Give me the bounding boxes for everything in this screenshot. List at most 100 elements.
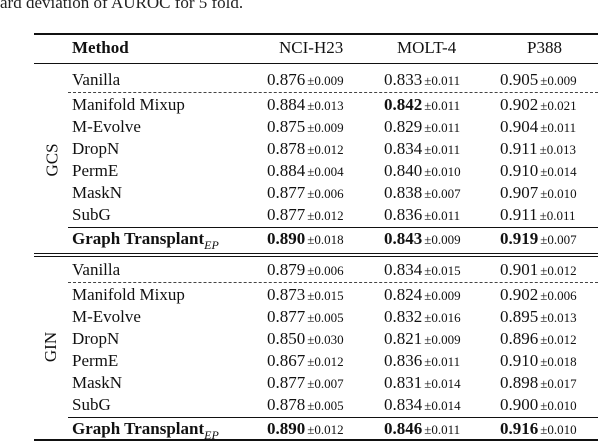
auroc-value: 0.877 (267, 183, 306, 202)
std-value: ±0.006 (307, 263, 344, 278)
auroc-value: 0.843 (384, 229, 423, 248)
table-row: DropN 0.878 ±0.012 0.834 ±0.011 0.911 ±0.01… (34, 138, 598, 159)
table-row: M-Evolve 0.877 ±0.005 0.832 ±0.016 0.895 ±0… (34, 306, 598, 327)
auroc-value: 0.846 (384, 419, 423, 438)
table-cell: 0.829 ±0.011 (384, 116, 460, 138)
table-cell: 0.898 ±0.017 (500, 372, 577, 394)
std-value: ±0.012 (540, 263, 577, 278)
auroc-value: 0.833 (384, 70, 423, 89)
std-value: ±0.009 (307, 120, 344, 135)
header-nci-h23: NCI-H23 (279, 38, 344, 57)
auroc-value: 0.821 (384, 329, 423, 348)
table-row: MaskN 0.877 ±0.007 0.831 ±0.014 0.898 ±0.01… (34, 372, 598, 393)
table-cell: 0.890 ±0.012 (267, 418, 344, 440)
std-value: ±0.012 (540, 332, 577, 347)
method-subscript: EP (204, 238, 219, 252)
table-cell: 0.834 ±0.011 (384, 138, 460, 160)
auroc-value: 0.884 (267, 95, 306, 114)
table-cell: 0.895 ±0.013 (500, 306, 577, 328)
method-name: PermE (72, 351, 119, 370)
std-value: ±0.014 (424, 376, 461, 391)
std-value: ±0.013 (307, 98, 344, 113)
method-name: SubG (72, 395, 111, 414)
table-cell: 0.902 ±0.006 (500, 284, 577, 306)
std-value: ±0.007 (540, 232, 577, 247)
auroc-value: 0.911 (500, 205, 538, 224)
auroc-value: 0.836 (384, 351, 423, 370)
auroc-value: 0.919 (500, 229, 539, 248)
table-cell: 0.884 ±0.004 (267, 160, 344, 182)
std-value: ±0.011 (424, 354, 461, 369)
std-value: ±0.021 (540, 98, 577, 113)
auroc-value: 0.901 (500, 260, 539, 279)
std-value: ±0.011 (424, 208, 461, 223)
std-value: ±0.009 (307, 73, 344, 88)
table-cell: 0.834 ±0.015 (384, 259, 461, 281)
table-cell: 0.900 ±0.010 (500, 394, 577, 416)
auroc-value: 0.877 (267, 373, 306, 392)
table-cell: 0.877 ±0.012 (267, 204, 344, 226)
std-value: ±0.012 (307, 354, 344, 369)
table-cell: Graph TransplantEP (72, 228, 219, 252)
std-value: ±0.011 (424, 422, 461, 437)
table-cell: 0.833 ±0.011 (384, 69, 460, 91)
auroc-value: 0.890 (267, 419, 306, 438)
auroc-value: 0.910 (500, 161, 539, 180)
table-row: MaskN 0.877 ±0.006 0.838 ±0.007 0.907 ±0.01… (34, 182, 598, 203)
auroc-value: 0.905 (500, 70, 539, 89)
table-cell: 0.836 ±0.011 (384, 204, 460, 226)
auroc-value: 0.878 (267, 395, 306, 414)
std-value: ±0.011 (424, 73, 461, 88)
auroc-value: 0.902 (500, 95, 539, 114)
method-name: Manifold Mixup (72, 95, 185, 114)
table-cell: 0.831 ±0.014 (384, 372, 461, 394)
table-row: PermE 0.884 ±0.004 0.840 ±0.010 0.910 ±0.01… (34, 160, 598, 181)
std-value: ±0.014 (540, 164, 577, 179)
method-subscript: EP (204, 428, 219, 442)
header-row: Method NCI-H23 MOLT-4 P388 (34, 37, 598, 58)
table-row-ours: Graph TransplantEP 0.890 ±0.012 0.846 ±0.0… (34, 418, 598, 442)
std-value: ±0.013 (539, 142, 577, 157)
method-name: Graph Transplant (72, 419, 205, 438)
std-value: ±0.018 (540, 354, 577, 369)
table-cell: 0.846 ±0.011 (384, 418, 460, 440)
table-cell: 0.916 ±0.010 (500, 418, 577, 440)
std-value: ±0.010 (540, 186, 577, 201)
std-value: ±0.005 (307, 398, 344, 413)
method-name: M-Evolve (72, 117, 141, 136)
table-row: Vanilla 0.876 ±0.009 0.833 ±0.011 0.905 ±0.… (34, 69, 598, 90)
results-table: Method NCI-H23 MOLT-4 P388 GCS Vanilla 0… (34, 33, 598, 442)
table-row: PermE 0.867 ±0.012 0.836 ±0.011 0.910 ±0.01… (34, 350, 598, 371)
table-cell: 0.832 ±0.016 (384, 306, 461, 328)
auroc-value: 0.840 (384, 161, 423, 180)
table-cell: 0.850 ±0.030 (267, 328, 344, 350)
table-cell: 0.884 ±0.013 (267, 94, 344, 116)
std-value: ±0.009 (540, 73, 577, 88)
table-cell: 0.911 ±0.011 (500, 204, 576, 226)
method-name: PermE (72, 161, 119, 180)
table-cell: 0.890 ±0.018 (267, 228, 344, 250)
table-cell: 0.876 ±0.009 (267, 69, 344, 91)
std-value: ±0.011 (540, 120, 577, 135)
auroc-value: 0.879 (267, 260, 306, 279)
auroc-value: 0.904 (500, 117, 539, 136)
table-cell: 0.910 ±0.018 (500, 350, 577, 372)
auroc-value: 0.896 (500, 329, 539, 348)
method-name: Manifold Mixup (72, 285, 185, 304)
table-cell: 0.873 ±0.015 (267, 284, 344, 306)
auroc-value: 0.876 (267, 70, 306, 89)
std-value: ±0.005 (307, 310, 344, 325)
auroc-value: 0.834 (384, 260, 423, 279)
table-cell: 0.905 ±0.009 (500, 69, 577, 91)
method-name: SubG (72, 205, 111, 224)
auroc-value: 0.832 (384, 307, 423, 326)
auroc-value: 0.867 (267, 351, 306, 370)
table-cell: 0.911 ±0.013 (500, 138, 576, 160)
auroc-value: 0.838 (384, 183, 423, 202)
std-value: ±0.007 (424, 186, 461, 201)
header-p388: P388 (527, 38, 562, 57)
solid-divider (68, 417, 598, 418)
std-value: ±0.011 (424, 120, 461, 135)
std-value: ±0.010 (540, 422, 577, 437)
header-method: Method (72, 38, 129, 57)
